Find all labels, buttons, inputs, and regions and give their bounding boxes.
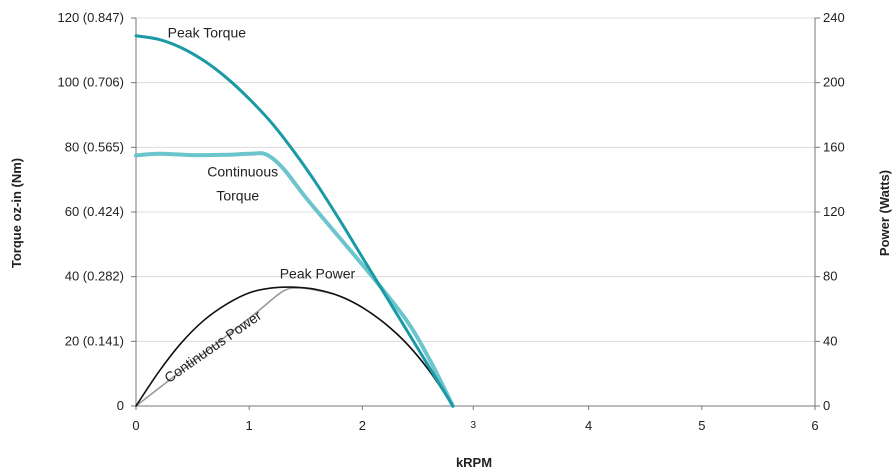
- x-tick-label-4: 4: [585, 418, 592, 433]
- left-tick-label-1: 20 (0.141): [65, 333, 124, 348]
- annotation-peak-power-3: Peak Power: [280, 265, 356, 281]
- left-tick-label-4: 80 (0.565): [65, 139, 124, 154]
- right-tick-label-1: 40: [823, 333, 837, 348]
- annotations: Peak Torque Continuous Torque Peak Power Con…: [161, 24, 355, 385]
- left-tick-label-2: 40 (0.282): [65, 269, 124, 284]
- x-tick-label-0: 0: [132, 418, 139, 433]
- right-y-axis-label: Power (Watts): [877, 170, 892, 256]
- right-tick-label-4: 160: [823, 139, 845, 154]
- left-tick-label-5: 100 (0.706): [58, 75, 125, 90]
- left-tick-label-6: 120 (0.847): [58, 10, 125, 25]
- x-axis-label: kRPM: [456, 455, 492, 470]
- x-tick-label-6: 6: [811, 418, 818, 433]
- series-line-continuous-torque: [134, 151, 455, 408]
- axes: [131, 17, 820, 410]
- series-line-peak-power: [135, 286, 454, 407]
- right-tick-label-3: 120: [823, 204, 845, 219]
- x-tick-label-5: 5: [698, 418, 705, 433]
- annotation-continuous-power-4: Continuous Power: [161, 307, 264, 386]
- series-line-continuous-power: [135, 287, 454, 407]
- x-tick-label-1: 1: [246, 418, 253, 433]
- left-y-axis-label: Torque oz-in (Nm): [9, 158, 24, 268]
- right-tick-label-5: 200: [823, 75, 845, 90]
- x-tick-label-3: 3: [470, 420, 476, 431]
- grid-lines: [136, 17, 815, 342]
- left-tick-label-3: 60 (0.424): [65, 204, 124, 219]
- annotation-continuous-1: Continuous: [207, 163, 278, 179]
- right-tick-label-0: 0: [823, 398, 830, 413]
- series-line-peak-torque: [134, 34, 455, 408]
- right-tick-label-6: 240: [823, 10, 845, 25]
- annotation-torque-2: Torque: [216, 188, 259, 204]
- tick-labels: 0 20 (0.141) 40 (0.282) 60 (0.424) 80 (0.565…: [58, 10, 845, 433]
- right-tick-label-2: 80: [823, 269, 837, 284]
- annotation-peak-torque-0: Peak Torque: [168, 24, 247, 40]
- series-lines: [134, 34, 455, 408]
- x-tick-label-2: 2: [359, 418, 366, 433]
- left-tick-label-0: 0: [117, 398, 124, 413]
